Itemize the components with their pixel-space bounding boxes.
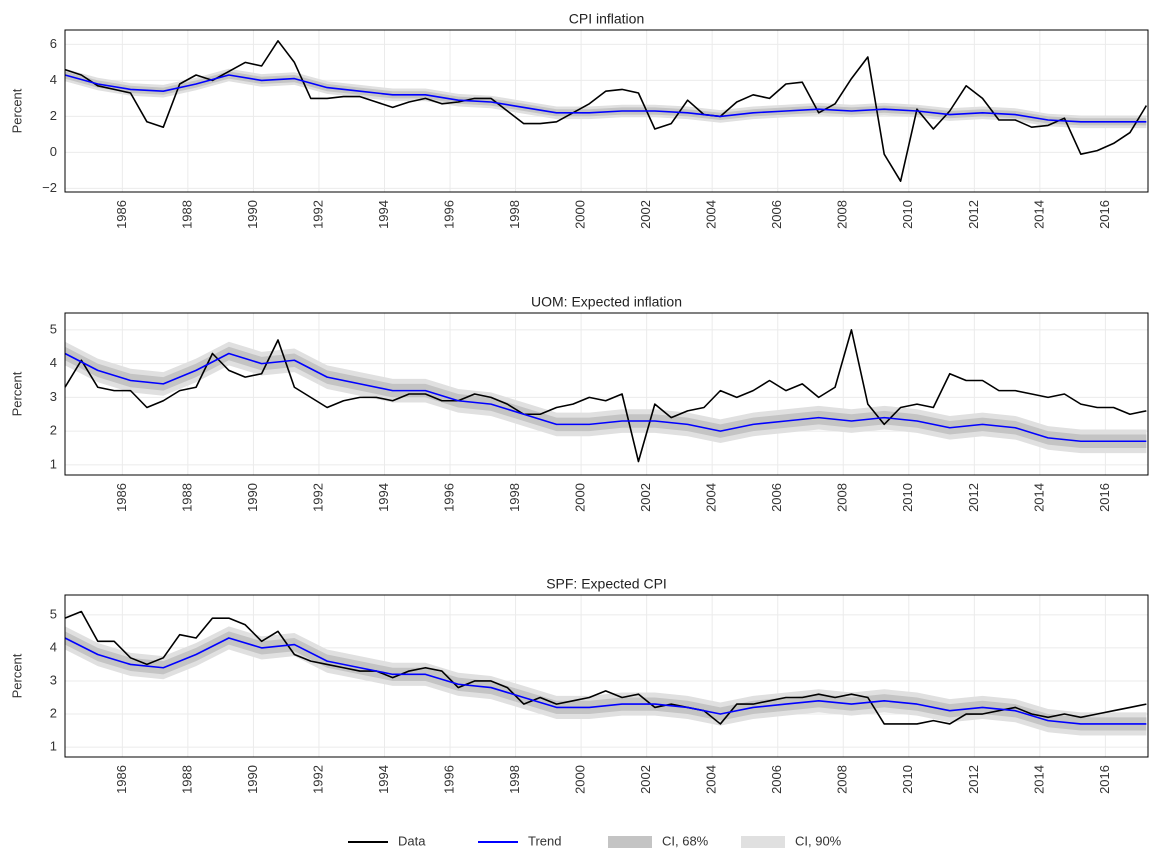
panel-title: CPI inflation xyxy=(569,11,644,27)
x-tick-label: 2000 xyxy=(573,765,588,794)
panel-border xyxy=(64,312,1149,476)
x-tick-label: 1988 xyxy=(179,483,194,512)
y-tick-label: 3 xyxy=(50,672,57,687)
x-tick-label: 2002 xyxy=(638,765,653,794)
x-tick-label: 1988 xyxy=(179,200,194,229)
legend-label: CI, 68% xyxy=(662,833,709,848)
legend: Data Trend CI, 68% CI, 90% xyxy=(348,833,842,848)
legend-label: Data xyxy=(398,833,426,848)
y-tick-label: 5 xyxy=(50,321,57,336)
x-tick-label: 2008 xyxy=(835,765,850,794)
series-line xyxy=(64,352,1147,443)
x-tick-label: 2004 xyxy=(704,200,719,229)
x-tick-label: 2006 xyxy=(769,483,784,512)
x-tick-label: 2016 xyxy=(1097,200,1112,229)
x-tick-label: 1990 xyxy=(245,483,260,512)
x-tick-label: 1990 xyxy=(245,765,260,794)
y-axis-label: Percent xyxy=(9,371,24,416)
series-line xyxy=(64,637,1147,725)
x-tick-label: 1992 xyxy=(310,483,325,512)
x-tick-label: 1992 xyxy=(310,765,325,794)
y-tick-label: 4 xyxy=(50,639,57,654)
y-tick-label: 4 xyxy=(50,72,57,87)
y-tick-label: 1 xyxy=(50,739,57,754)
y-tick-label: −2 xyxy=(42,180,57,195)
x-tick-label: 1992 xyxy=(310,200,325,229)
y-axis-label: Percent xyxy=(9,88,24,133)
x-tick-label: 1998 xyxy=(507,200,522,229)
x-tick-label: 2000 xyxy=(573,483,588,512)
x-tick-label: 1996 xyxy=(441,483,456,512)
ci-band xyxy=(65,346,1147,448)
y-tick-label: 3 xyxy=(50,389,57,404)
panel: CPI inflation Percent −2 0 2 4 6 1986 1988 1990 19… xyxy=(9,11,1149,229)
panel-title: UOM: Expected inflation xyxy=(531,294,682,310)
panel-border xyxy=(64,594,1149,758)
x-tick-label: 1986 xyxy=(114,765,129,794)
x-tick-label: 2012 xyxy=(966,765,981,794)
series-line xyxy=(64,74,1147,123)
series-line xyxy=(64,610,1147,725)
y-tick-label: 2 xyxy=(50,423,57,438)
x-tick-label: 2006 xyxy=(769,200,784,229)
x-tick-label: 1996 xyxy=(441,765,456,794)
x-tick-label: 1986 xyxy=(114,200,129,229)
panel: UOM: Expected inflation Percent 1 2 3 4 5 1986 1… xyxy=(9,294,1149,512)
x-tick-label: 2002 xyxy=(638,483,653,512)
panel: SPF: Expected CPI Percent 1 2 3 4 5 1986 1988 199… xyxy=(9,576,1149,794)
x-tick-label: 2002 xyxy=(638,200,653,229)
x-tick-label: 2008 xyxy=(835,200,850,229)
legend-label: Trend xyxy=(528,833,561,848)
y-tick-label: 2 xyxy=(50,108,57,123)
ci-band xyxy=(65,71,1147,126)
series-line xyxy=(64,40,1148,182)
x-tick-label: 1996 xyxy=(441,200,456,229)
x-tick-label: 1988 xyxy=(179,765,194,794)
x-tick-label: 2010 xyxy=(900,483,915,512)
x-tick-label: 1990 xyxy=(245,200,260,229)
x-tick-label: 1986 xyxy=(114,483,129,512)
x-tick-label: 2014 xyxy=(1031,765,1046,794)
x-tick-label: 2004 xyxy=(704,765,719,794)
x-tick-label: 2012 xyxy=(966,200,981,229)
panel-border xyxy=(64,29,1149,193)
x-tick-label: 2010 xyxy=(900,200,915,229)
x-tick-label: 2008 xyxy=(835,483,850,512)
ci-band xyxy=(65,631,1147,731)
x-tick-label: 2004 xyxy=(704,483,719,512)
x-tick-label: 1994 xyxy=(376,765,391,794)
y-tick-label: 0 xyxy=(50,144,57,159)
legend-label: CI, 90% xyxy=(795,833,842,848)
y-tick-label: 2 xyxy=(50,705,57,720)
x-tick-label: 1998 xyxy=(507,765,522,794)
y-tick-label: 1 xyxy=(50,456,57,471)
y-tick-label: 4 xyxy=(50,355,57,370)
x-tick-label: 2012 xyxy=(966,483,981,512)
x-tick-label: 1998 xyxy=(507,483,522,512)
x-tick-label: 2016 xyxy=(1097,483,1112,512)
y-tick-label: 6 xyxy=(50,36,57,51)
y-axis-label: Percent xyxy=(9,653,24,698)
legend-swatch xyxy=(741,836,785,848)
y-tick-label: 5 xyxy=(50,606,57,621)
panel-title: SPF: Expected CPI xyxy=(546,576,667,592)
series-line xyxy=(64,329,1147,463)
x-tick-label: 2006 xyxy=(769,765,784,794)
x-tick-label: 1994 xyxy=(376,483,391,512)
legend-swatch xyxy=(608,836,652,848)
x-tick-label: 1994 xyxy=(376,200,391,229)
x-tick-label: 2014 xyxy=(1031,483,1046,512)
x-tick-label: 2010 xyxy=(900,765,915,794)
x-tick-label: 2014 xyxy=(1031,200,1046,229)
x-tick-label: 2016 xyxy=(1097,765,1112,794)
x-tick-label: 2000 xyxy=(573,200,588,229)
